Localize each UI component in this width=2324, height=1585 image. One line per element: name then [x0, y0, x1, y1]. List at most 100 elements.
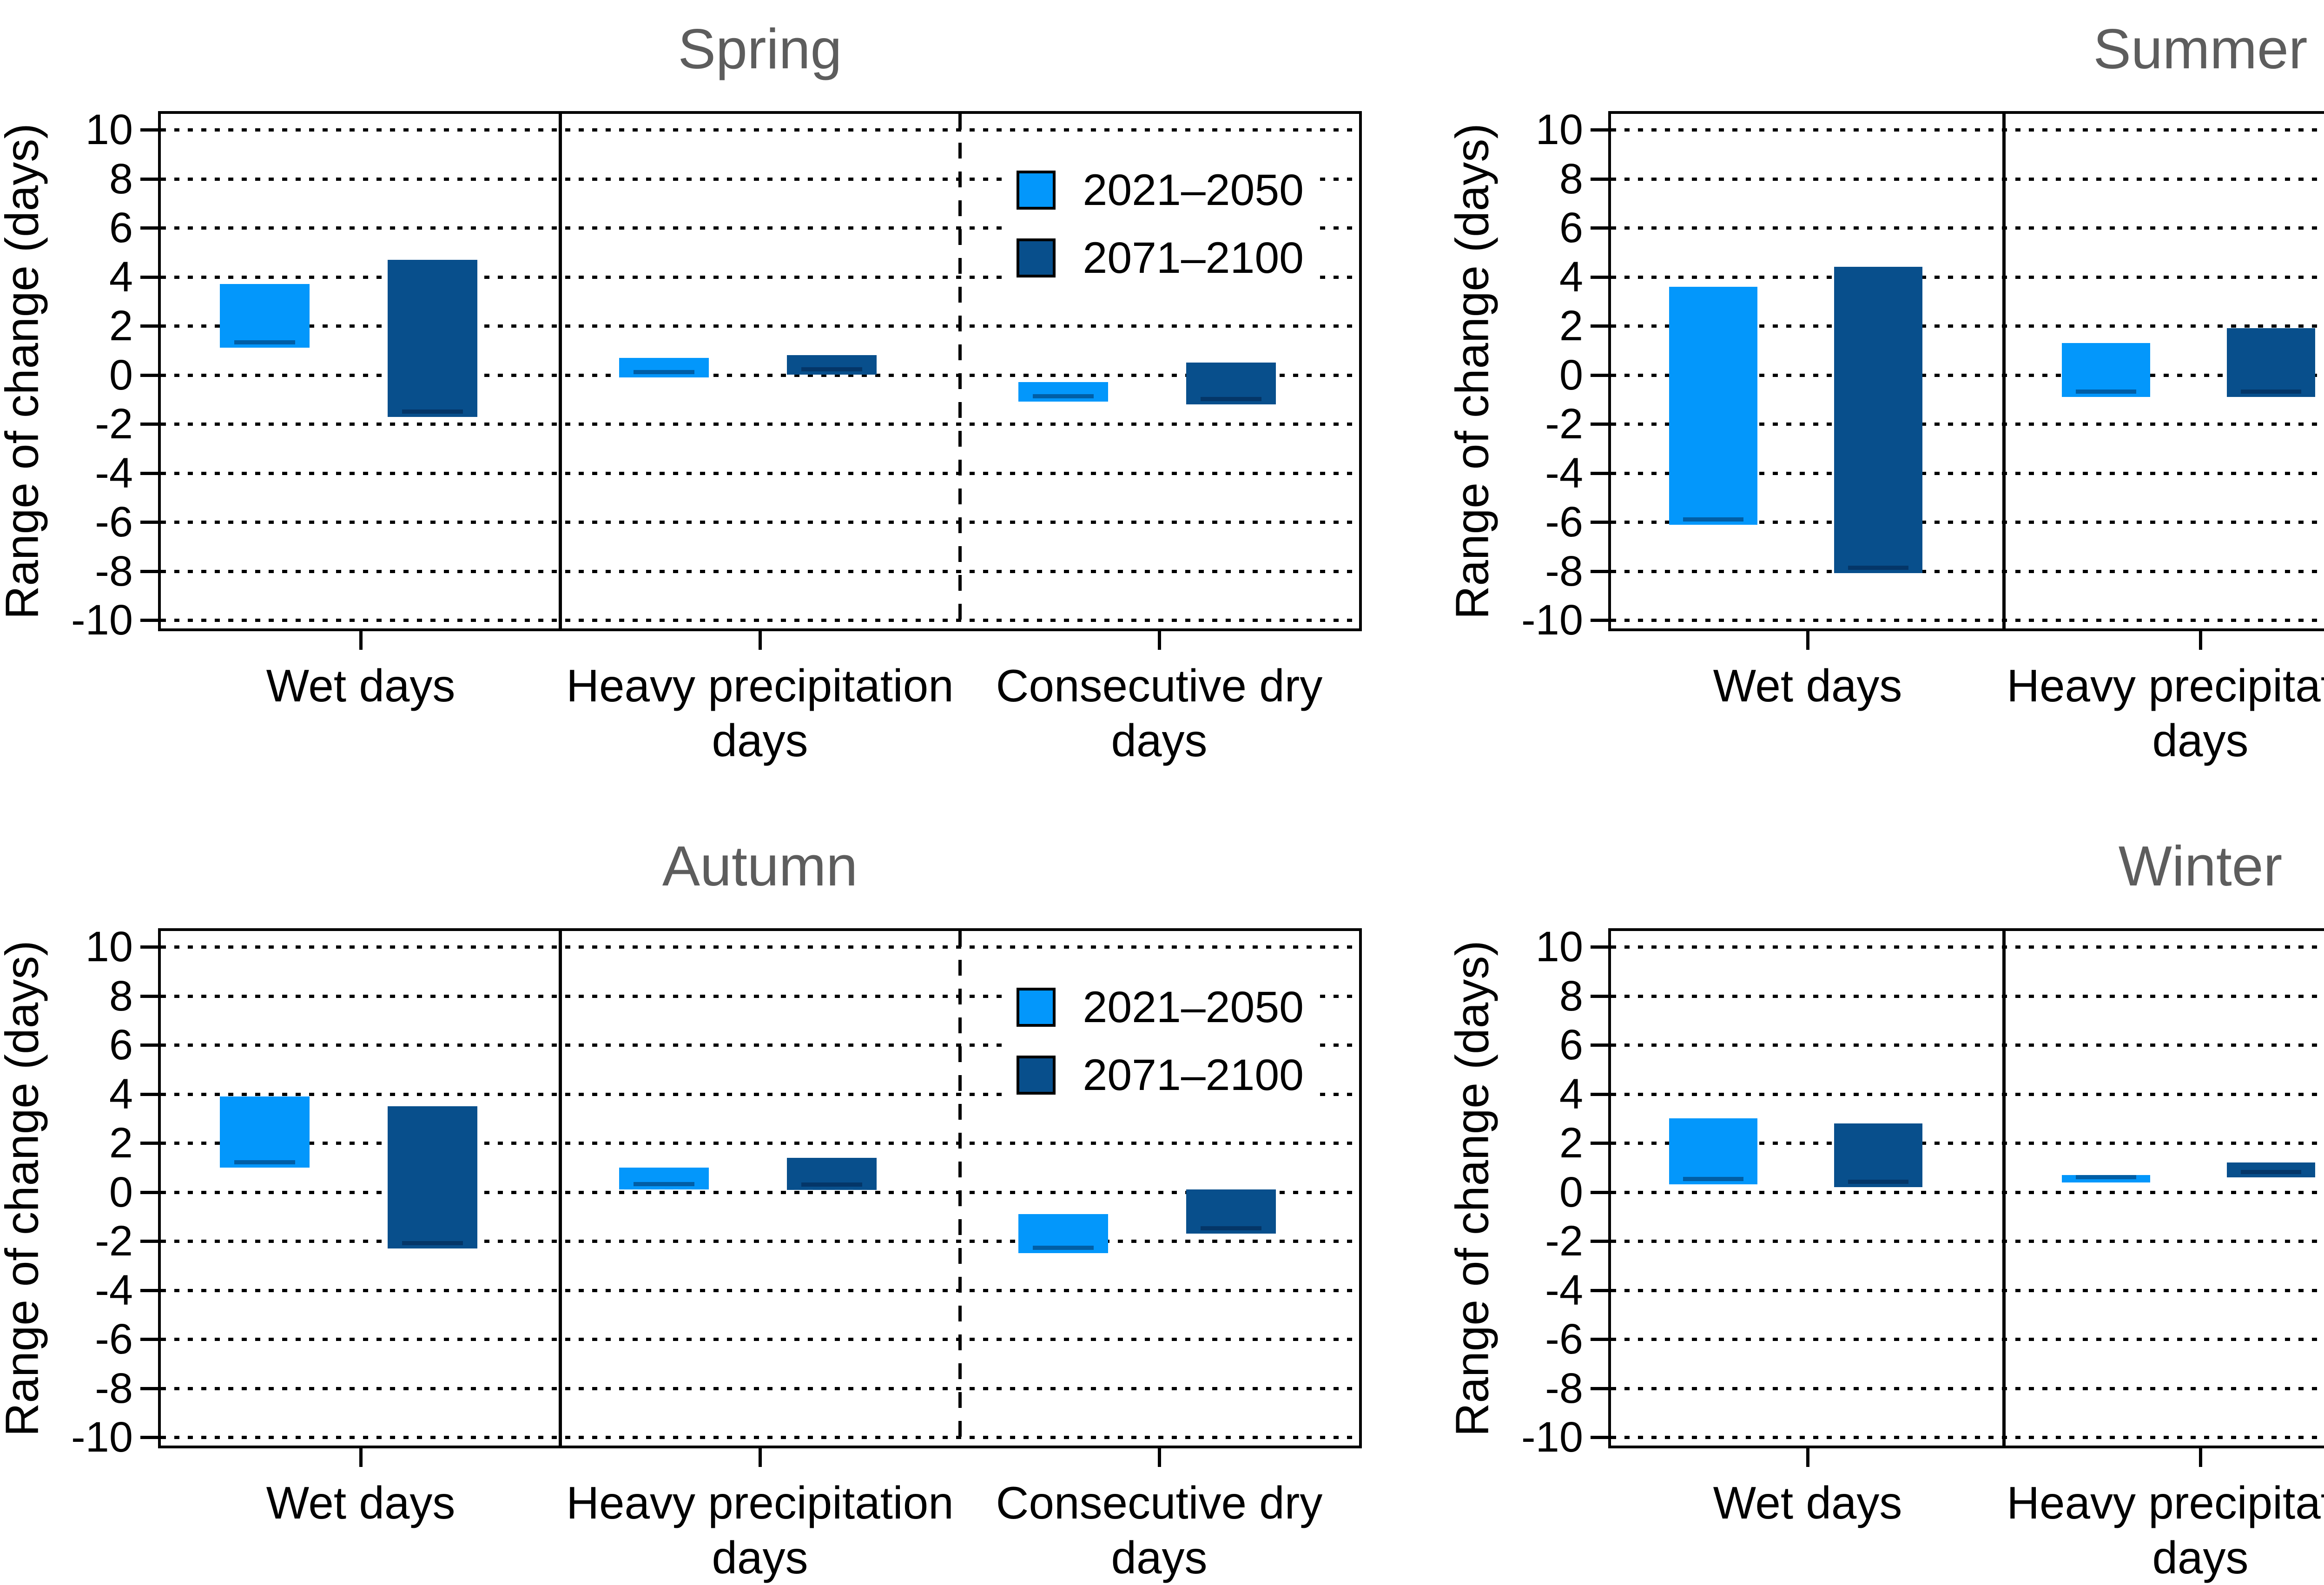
y-tick-label-2: 2: [1559, 1119, 1583, 1167]
y-tick-label-4: 4: [1559, 253, 1583, 301]
panel-title-autumn: Autumn: [662, 834, 858, 898]
y-tick-label-8: 8: [109, 155, 133, 203]
x-category-label-line: Heavy precipitation: [2007, 660, 2324, 711]
y-tick-mark-4: [1591, 1093, 1608, 1096]
y-tick-mark-0: [140, 374, 158, 377]
legend-row-2021-2050: 2021–2050: [1017, 984, 1304, 1030]
bar-range-min-mark: [234, 340, 296, 344]
y-tick-mark-10: [140, 945, 158, 949]
bar-range-min-mark: [402, 409, 463, 414]
y-tick-label-10: 10: [1535, 106, 1583, 153]
panel-title-winter: Winter: [2118, 834, 2283, 898]
bar-range-min-mark: [1032, 1246, 1094, 1250]
y-tick-mark--2: [1591, 423, 1608, 426]
y-tick-label-10: 10: [1535, 923, 1583, 971]
x-tick-mark-heavy-precipitation-days: [759, 631, 762, 650]
legend-label-2071-2100: 2071–2100: [1083, 1050, 1304, 1100]
y-tick-label-8: 8: [109, 972, 133, 1020]
y-tick-mark--2: [140, 1240, 158, 1243]
y-tick-mark--10: [140, 619, 158, 622]
y-tick-mark-0: [1591, 374, 1608, 377]
bar-spring-consecutive-dry-days-2021-2050: [1018, 382, 1108, 402]
y-tick-label--4: -4: [1545, 1267, 1583, 1314]
x-category-label-line: days: [712, 1532, 808, 1583]
legend-row-2071-2100: 2071–2100: [1017, 235, 1304, 281]
gridline-6: [1611, 1043, 2324, 1047]
y-tick-label-10: 10: [85, 106, 133, 153]
y-tick-label--8: -8: [1545, 548, 1583, 595]
y-tick-mark--4: [140, 1289, 158, 1292]
bar-range-min-mark: [234, 1160, 296, 1164]
y-tick-label--2: -2: [1545, 1217, 1583, 1265]
y-tick-mark--10: [1591, 1436, 1608, 1439]
y-tick-label--2: -2: [95, 400, 133, 448]
bar-range-min-mark: [801, 367, 863, 371]
y-tick-mark-8: [140, 995, 158, 998]
x-tick-mark-wet-days: [1806, 631, 1809, 650]
gridline-4: [1611, 276, 2324, 279]
bar-summer-wet-days-2071-2100: [1834, 267, 1922, 573]
bar-summer-heavy-precipitation-days-2071-2100: [2227, 328, 2315, 397]
x-category-label-line: days: [2245, 1530, 2324, 1585]
y-tick-mark-2: [140, 324, 158, 328]
panel-spring: Spring Range of change (days) 10 8 6 4 2 0 -2 -4-…: [0, 19, 1362, 766]
x-tick-mark-heavy-precipitation-days: [2199, 1448, 2202, 1467]
bar-autumn-consecutive-dry-days-2071-2100: [1186, 1189, 1276, 1234]
y-tick-label--10: -10: [71, 1413, 133, 1461]
y-tick-mark-8: [1591, 178, 1608, 181]
y-tick-label--2: -2: [95, 1217, 133, 1265]
gridline--4: [161, 472, 1359, 475]
bar-range-min-mark: [1848, 566, 1908, 570]
y-tick-label-4: 4: [109, 253, 133, 301]
bar-range-min-mark: [1683, 517, 1743, 522]
y-tick-label-0: 0: [1559, 351, 1583, 399]
y-tick-label-8: 8: [1559, 972, 1583, 1020]
y-tick-mark-8: [1591, 995, 1608, 998]
bar-winter-heavy-precipitation-days-2021-2050: [2062, 1175, 2150, 1182]
y-tick-label--8: -8: [95, 548, 133, 595]
legend: 2021–2050 2071–2100: [1005, 160, 1315, 288]
panel-title-spring: Spring: [678, 17, 842, 80]
y-tick-label-4: 4: [1559, 1070, 1583, 1118]
gridline-8: [161, 178, 1359, 181]
gridline-10: [1611, 945, 2324, 949]
y-tick-label-0: 0: [109, 351, 133, 399]
y-tick-mark-4: [140, 276, 158, 279]
gridline--4: [1611, 1289, 2324, 1292]
x-category-label-wet-days: Wet days: [1459, 658, 2156, 713]
y-tick-label-6: 6: [109, 204, 133, 251]
legend-row-2071-2100: 2071–2100: [1017, 1052, 1304, 1098]
x-category-label-line: Wet days: [266, 1477, 456, 1528]
y-tick-mark-4: [1591, 276, 1608, 279]
y-tick-label--4: -4: [95, 1267, 133, 1314]
y-tick-mark-6: [140, 1043, 158, 1047]
gridline-0: [161, 1191, 1359, 1194]
y-tick-label--10: -10: [71, 596, 133, 644]
gridline--6: [161, 1338, 1359, 1341]
x-category-label-line: Heavy precipitation: [566, 1477, 954, 1528]
bar-range-min-mark: [2241, 390, 2301, 394]
gridline-10: [161, 128, 1359, 132]
bar-range-min-mark: [1848, 1180, 1908, 1184]
bar-summer-wet-days-2021-2050: [1669, 287, 1757, 525]
legend-swatch-2021-2050: [1017, 171, 1056, 210]
bar-spring-wet-days-2021-2050: [220, 284, 310, 348]
gridline-0: [161, 374, 1359, 377]
y-tick-mark-8: [140, 178, 158, 181]
x-category-label-line: Wet days: [1713, 660, 1902, 711]
y-tick-mark--8: [1591, 1387, 1608, 1390]
x-category-label-line: days: [2152, 715, 2249, 766]
bar-autumn-wet-days-2071-2100: [388, 1106, 477, 1248]
x-tick-mark-wet-days: [359, 1448, 363, 1467]
x-category-label-line: days: [2152, 1532, 2249, 1583]
y-tick-label--10: -10: [1521, 1413, 1583, 1461]
gridline--10: [1611, 619, 2324, 622]
gridline-10: [1611, 128, 2324, 132]
bar-range-min-mark: [402, 1241, 463, 1245]
x-category-label-wet-days: Wet days: [1459, 1475, 2156, 1530]
y-tick-label-8: 8: [1559, 155, 1583, 203]
x-category-label-line: Heavy precipitation: [2007, 1477, 2324, 1528]
